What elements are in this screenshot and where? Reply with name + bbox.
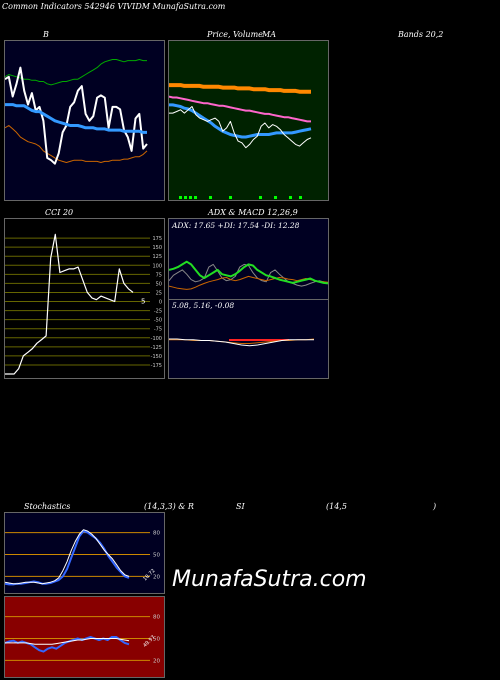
cci-tick-label: -100 [151,336,162,342]
bollinger-panel [4,40,165,201]
cci-current-label: 5 [141,298,145,306]
adx-readout: ADX: 17.65 +DI: 17.54 -DI: 12.28 [172,221,300,230]
bollinger-chart [5,59,148,165]
cci-panel: 175 150 125 100 75 50 25 0 -25 -50 -75 -100 -125 -150… [4,218,165,379]
stochastics-tick-label: 20 [153,574,160,580]
stochastics-tick-label: 50 [153,553,160,559]
volume-title: Volume [233,30,263,39]
cci-tick-label: -50 [154,318,162,324]
rsi-title: SI [236,502,245,511]
rsi-tick-label: 50 [153,637,160,643]
cci-tick-label: -75 [154,327,162,333]
stoch-line-signal [5,529,130,585]
minus-di-line [169,275,328,290]
stoch-params: (14,3,3) & R [144,502,194,511]
cci-tick-label: 125 [152,254,162,260]
upper-band-line [5,59,147,86]
watermark: MunafaSutra.com [172,567,367,592]
macd-line [169,338,314,347]
bollinger-title: B [43,30,49,39]
volume-bar [189,196,192,199]
macd-readout: 5.08, 5.16, -0.08 [172,301,235,310]
stoch-title: Stochastics [24,502,71,511]
cci-title: CCI 20 [45,208,74,217]
cci-tick-label: -25 [154,309,162,315]
cci-tick-label: -150 [151,354,162,360]
rsi-line-signal [5,638,130,645]
volume-bar [299,196,302,199]
middle-band-line [5,103,147,134]
cci-tick-label: 75 [156,272,162,278]
volume-bar [179,196,182,199]
volume-bar [184,196,187,199]
adx-line [169,260,328,285]
volume-bar [194,196,197,199]
lower-band-line [5,125,148,163]
stoch-line-main [5,530,130,586]
cci-tick-label: 175 [152,236,162,242]
rsi-panel: 80 50 20 49.97 [4,596,165,678]
rsi-line-main [5,636,130,653]
cci-tick-label: 150 [152,245,162,251]
rsi-tick-label: 80 [153,615,160,621]
cci-tick-label: 0 [159,300,162,306]
rsi-params: (14,5 [326,502,347,511]
adx-chart [169,260,328,290]
volume-bar [209,196,212,199]
bands-title: Bands 20,2 [398,30,444,39]
volume-bar [229,196,232,199]
stochastics-tick-label: 80 [153,531,160,537]
price-line [169,106,312,149]
volume-bar [259,196,262,199]
adx-panel: ADX: 17.65 +DI: 17.54 -DI: 12.28 [168,218,329,300]
macd-panel: 5.08, 5.16, -0.08 [168,299,329,379]
price-ma-chart [169,83,312,199]
page-title: Common Indicators 542946 VIVIDM MunafaSu… [2,2,226,11]
cci-chart: 175 150 125 100 75 50 25 0 -25 -50 -75 -100 -125 -150… [5,233,162,375]
cci-tick-label: 100 [152,263,162,269]
volume-bar [289,196,292,199]
price-title: Price, [207,30,231,39]
ma-pink-line [169,95,311,123]
stochastics-panel: 80 50 20 18.72 [4,512,165,594]
macd-signal-line [169,338,315,344]
cci-tick-label: -175 [151,363,162,369]
rsi-tick-label: 20 [153,658,160,664]
volume-bar [274,196,277,199]
cci-tick-label: -125 [151,345,162,351]
cci-tick-label: 50 [156,281,162,287]
adx-macd-title: ADX & MACD 12,26,9 [208,208,298,217]
ma-blue-line [169,103,312,139]
ma-title: MA [262,30,276,39]
ema-long-line [169,83,311,94]
macd-chart [169,338,315,347]
price-ma-panel [168,40,329,201]
cci-tick-label: 25 [156,290,162,296]
price-line [5,66,148,165]
rsi-close: ) [433,502,437,511]
cci-line [5,233,134,375]
